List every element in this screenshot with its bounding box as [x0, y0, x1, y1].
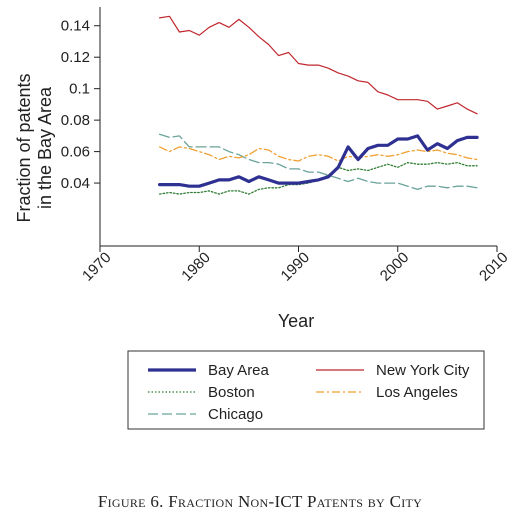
chart: 1970 1980 1990 2000 2010 0.04 0.06 0.08 0.1 0.12 0…	[14, 7, 512, 430]
legend-label-los-angeles: Los Angeles	[376, 384, 458, 401]
series-line-los-angeles	[158, 146, 478, 162]
series-layer	[158, 15, 479, 195]
y-tick-label: 0.06	[61, 144, 90, 161]
x-axis-title: Year	[278, 311, 314, 331]
y-axis-title: Fraction of patents in the Bay Area	[14, 73, 55, 222]
y-tick-label: 0.14	[61, 18, 90, 35]
legend-label-chicago: Chicago	[208, 406, 263, 423]
y-axis-title-line-2: in the Bay Area	[35, 86, 55, 209]
figure-caption: Figure 6. Fraction Non-ICT Patents by Ci…	[97, 492, 423, 511]
y-tick-label: 0.12	[61, 49, 90, 66]
y-tick-label: 0.04	[61, 175, 90, 192]
y-tick-label: 0.1	[69, 81, 90, 98]
y-tick-label: 0.08	[61, 112, 90, 129]
x-tick-label: 1980	[178, 249, 214, 285]
legend-label-bay-area: Bay Area	[208, 362, 270, 379]
y-axis-title-line-1: Fraction of patents	[14, 73, 34, 222]
x-tick-label: 1970	[79, 249, 115, 285]
legend-label-new-york-city: New York City	[376, 362, 470, 379]
legend-box	[127, 350, 485, 430]
x-tick-label: 2000	[377, 249, 413, 285]
series-line-bay-area	[158, 134, 479, 188]
series-line-new-york-city	[159, 15, 478, 115]
legend-label-boston: Boston	[208, 384, 255, 401]
series-line-chicago	[158, 133, 478, 191]
x-tick-label: 2010	[476, 249, 512, 285]
x-tick-label: 1990	[278, 249, 314, 285]
legend: Bay Area New York City Boston Los Angeles Ch…	[127, 350, 485, 430]
